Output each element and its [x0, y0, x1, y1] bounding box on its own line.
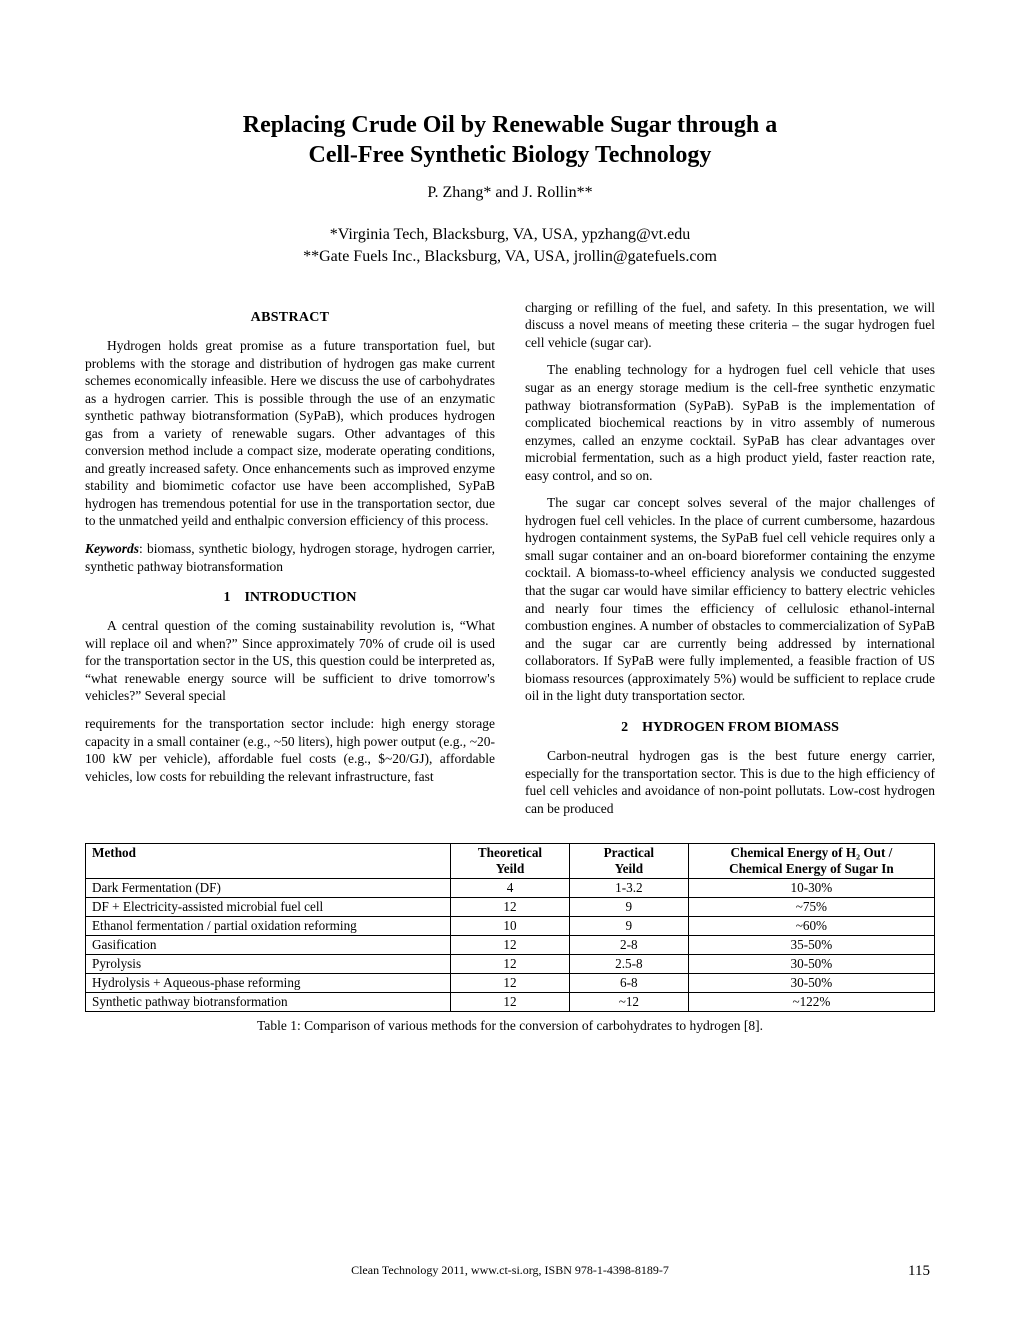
cell: ~122%: [688, 993, 934, 1012]
table-row: DF + Electricity-assisted microbial fuel…: [86, 898, 935, 917]
keywords: Keywords: biomass, synthetic biology, hy…: [85, 540, 495, 575]
section-1-heading: 1 INTRODUCTION: [85, 589, 495, 607]
table-row: Ethanol fermentation / partial oxidation…: [86, 917, 935, 936]
right-para-1: charging or refilling of the fuel, and s…: [525, 299, 935, 352]
cell: ~75%: [688, 898, 934, 917]
cell: 2-8: [569, 936, 688, 955]
cell: 30-50%: [688, 974, 934, 993]
col-method: Method: [86, 844, 451, 879]
cell: 6-8: [569, 974, 688, 993]
table-1-wrap: Method Theoretical Yeild Practical Yeild…: [85, 843, 935, 1034]
col-theoretical-l1: Theoretical: [478, 845, 542, 860]
abstract-text: Hydrogen holds great promise as a future…: [85, 337, 495, 530]
col-practical-l2: Yeild: [615, 861, 644, 876]
cell: Dark Fermentation (DF): [86, 879, 451, 898]
cell: ~12: [569, 993, 688, 1012]
right-para-2: The enabling technology for a hydrogen f…: [525, 361, 935, 484]
table-caption: Table 1: Comparison of various methods f…: [85, 1018, 935, 1034]
right-column: charging or refilling of the fuel, and s…: [525, 299, 935, 827]
cell: 10: [451, 917, 570, 936]
col-method-label: Method: [92, 845, 136, 860]
cell: Gasification: [86, 936, 451, 955]
cell: Ethanol fermentation / partial oxidation…: [86, 917, 451, 936]
col-theoretical-l2: Yeild: [496, 861, 525, 876]
cell: Pyrolysis: [86, 955, 451, 974]
cell: 2.5-8: [569, 955, 688, 974]
cell: 35-50%: [688, 936, 934, 955]
col-practical: Practical Yeild: [569, 844, 688, 879]
left-column: ABSTRACT Hydrogen holds great promise as…: [85, 299, 495, 827]
cell: DF + Electricity-assisted microbial fuel…: [86, 898, 451, 917]
cell: 12: [451, 936, 570, 955]
cell: ~60%: [688, 917, 934, 936]
col-energy-l2: Chemical Energy of Sugar In: [729, 861, 894, 876]
table-row: Synthetic pathway biotransformation 12 ~…: [86, 993, 935, 1012]
col-energy-l1: Chemical Energy of H₂ Out /: [730, 845, 892, 860]
table-body: Dark Fermentation (DF) 4 1-3.2 10-30% DF…: [86, 879, 935, 1012]
section-1-para-2: requirements for the transportation sect…: [85, 715, 495, 785]
title-block: Replacing Crude Oil by Renewable Sugar t…: [85, 110, 935, 269]
cell: 30-50%: [688, 955, 934, 974]
right-para-3: The sugar car concept solves several of …: [525, 494, 935, 705]
cell: 12: [451, 993, 570, 1012]
abstract-heading: ABSTRACT: [85, 309, 495, 327]
paper-title-line1: Replacing Crude Oil by Renewable Sugar t…: [85, 110, 935, 140]
page-number: 115: [908, 1263, 930, 1280]
table-row: Hydrolysis + Aqueous-phase reforming 12 …: [86, 974, 935, 993]
table-row: Dark Fermentation (DF) 4 1-3.2 10-30%: [86, 879, 935, 898]
cell: 1-3.2: [569, 879, 688, 898]
cell: 9: [569, 898, 688, 917]
cell: 12: [451, 955, 570, 974]
col-energy: Chemical Energy of H₂ Out / Chemical Ene…: [688, 844, 934, 879]
affiliation-1: *Virginia Tech, Blacksburg, VA, USA, ypz…: [85, 224, 935, 246]
keywords-text: : biomass, synthetic biology, hydrogen s…: [85, 541, 495, 574]
affiliation-2: **Gate Fuels Inc., Blacksburg, VA, USA, …: [85, 246, 935, 268]
paper-title-line2: Cell-Free Synthetic Biology Technology: [85, 140, 935, 170]
cell: 9: [569, 917, 688, 936]
table-row: Gasification 12 2-8 35-50%: [86, 936, 935, 955]
table-header-row: Method Theoretical Yeild Practical Yeild…: [86, 844, 935, 879]
section-2-para-1: Carbon-neutral hydrogen gas is the best …: [525, 747, 935, 817]
two-column-body: ABSTRACT Hydrogen holds great promise as…: [85, 299, 935, 827]
cell: 12: [451, 898, 570, 917]
cell: 12: [451, 974, 570, 993]
section-2-heading: 2 HYDROGEN FROM BIOMASS: [525, 719, 935, 737]
table-row: Pyrolysis 12 2.5-8 30-50%: [86, 955, 935, 974]
col-theoretical: Theoretical Yeild: [451, 844, 570, 879]
col-practical-l1: Practical: [604, 845, 655, 860]
cell: Synthetic pathway biotransformation: [86, 993, 451, 1012]
cell: Hydrolysis + Aqueous-phase reforming: [86, 974, 451, 993]
affiliations: *Virginia Tech, Blacksburg, VA, USA, ypz…: [85, 224, 935, 269]
authors: P. Zhang* and J. Rollin**: [85, 184, 935, 202]
section-1-para-1: A central question of the coming sustain…: [85, 617, 495, 705]
footer-text: Clean Technology 2011, www.ct-si.org, IS…: [0, 1263, 1020, 1278]
cell: 4: [451, 879, 570, 898]
comparison-table: Method Theoretical Yeild Practical Yeild…: [85, 843, 935, 1012]
cell: 10-30%: [688, 879, 934, 898]
keywords-label: Keywords: [85, 541, 139, 556]
